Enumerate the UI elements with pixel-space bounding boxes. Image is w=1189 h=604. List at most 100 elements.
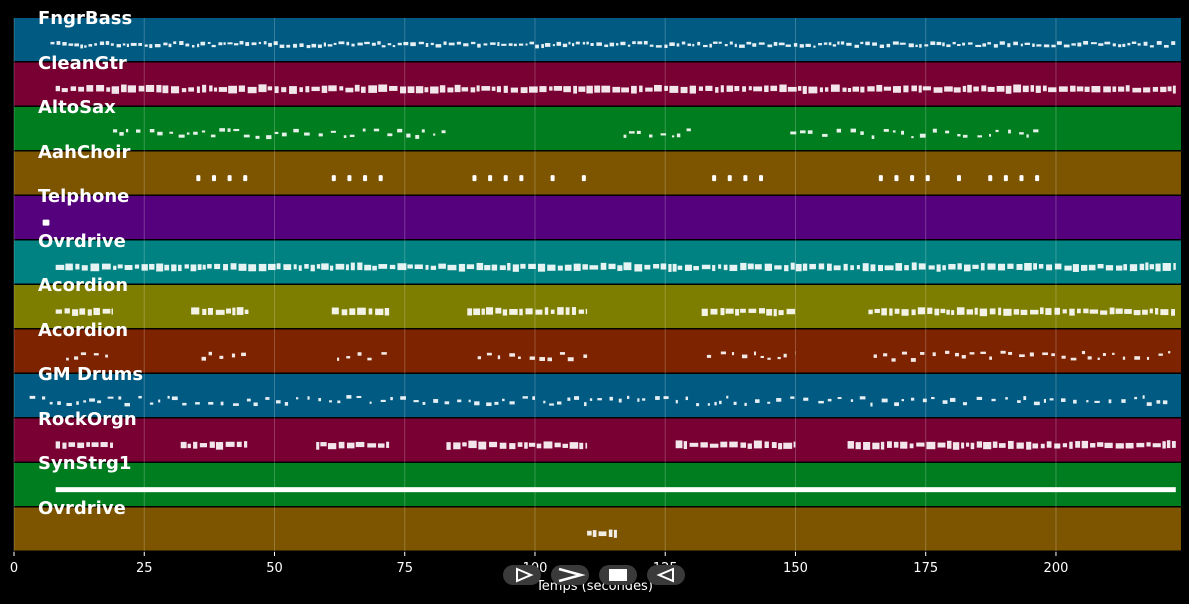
note — [446, 442, 451, 450]
note — [1118, 86, 1125, 92]
note — [778, 42, 785, 46]
note — [1162, 400, 1168, 405]
note — [740, 442, 747, 448]
note — [55, 441, 60, 449]
note — [1048, 87, 1057, 93]
play-button[interactable] — [503, 565, 541, 585]
note — [357, 262, 363, 271]
note — [49, 401, 53, 405]
note — [86, 85, 94, 92]
note — [377, 41, 381, 45]
note — [803, 397, 809, 401]
note — [99, 41, 105, 46]
note — [238, 85, 245, 92]
note — [969, 352, 975, 355]
note — [62, 442, 67, 449]
note — [719, 400, 722, 405]
note — [627, 395, 630, 400]
x-tick-label: 25 — [136, 561, 153, 576]
note — [339, 86, 344, 91]
note — [777, 356, 781, 360]
note — [918, 85, 922, 93]
note — [942, 400, 948, 404]
note — [976, 396, 983, 400]
note — [767, 44, 773, 48]
note — [255, 135, 260, 139]
track-row — [14, 62, 1181, 106]
track-label: FngrBass — [38, 8, 133, 29]
note — [1046, 441, 1052, 448]
note — [919, 44, 922, 48]
note — [676, 43, 680, 47]
note — [364, 41, 370, 45]
note — [233, 128, 240, 132]
note — [244, 309, 249, 315]
rewind-button[interactable] — [647, 565, 685, 585]
note — [1083, 308, 1089, 314]
note — [894, 308, 900, 314]
note — [345, 264, 349, 271]
note — [171, 396, 178, 401]
note — [942, 265, 946, 271]
note — [470, 41, 476, 45]
note — [955, 352, 959, 357]
note — [1032, 43, 1035, 47]
note — [1020, 43, 1023, 47]
note — [1026, 134, 1029, 138]
note — [102, 308, 111, 314]
note — [246, 398, 251, 402]
note — [371, 42, 376, 46]
x-tick-label: 50 — [266, 561, 283, 576]
note — [705, 85, 713, 91]
note — [268, 263, 276, 271]
note — [714, 401, 717, 406]
note — [265, 397, 270, 400]
note — [1129, 264, 1138, 272]
note — [1030, 85, 1035, 92]
note — [932, 352, 936, 357]
note — [1133, 310, 1141, 316]
note — [783, 442, 793, 449]
note — [850, 399, 854, 402]
note — [236, 441, 242, 448]
note — [643, 40, 648, 45]
note — [748, 86, 752, 91]
note — [72, 309, 79, 316]
note — [200, 41, 206, 46]
note — [1023, 396, 1027, 401]
note — [911, 262, 917, 271]
note — [1087, 356, 1092, 360]
note — [585, 308, 588, 315]
note — [1091, 86, 1101, 93]
track-row — [14, 285, 1181, 328]
note — [239, 40, 244, 45]
note — [1168, 351, 1171, 354]
note — [1142, 309, 1148, 315]
note — [55, 85, 61, 92]
note — [1136, 442, 1145, 448]
note — [178, 134, 185, 138]
x-tick-label: 175 — [913, 561, 938, 576]
note — [112, 129, 118, 133]
note — [453, 442, 461, 450]
note — [497, 355, 501, 360]
note — [862, 263, 869, 272]
fast-forward-button[interactable] — [551, 565, 589, 585]
note — [463, 43, 469, 47]
note — [304, 132, 310, 136]
note — [850, 265, 854, 271]
note — [799, 44, 804, 48]
note — [356, 395, 362, 399]
note — [600, 262, 607, 270]
stop-button[interactable] — [599, 565, 637, 585]
note — [305, 86, 310, 93]
note — [697, 41, 701, 46]
note — [911, 136, 914, 139]
note — [311, 43, 317, 48]
note — [330, 130, 336, 133]
note — [598, 531, 607, 537]
note — [232, 403, 239, 406]
note — [268, 42, 272, 47]
note — [286, 44, 291, 48]
note — [486, 352, 492, 356]
